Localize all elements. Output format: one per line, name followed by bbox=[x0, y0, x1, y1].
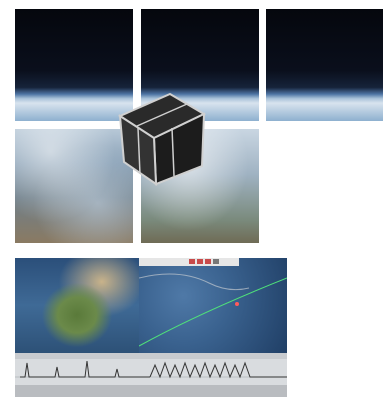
earth-clouds-panel-4 bbox=[15, 129, 133, 243]
satellite-position-marker bbox=[235, 302, 239, 306]
mission-control-screenshot bbox=[15, 258, 287, 397]
telemetry-graph-panel bbox=[15, 353, 287, 397]
toolbar-button[interactable] bbox=[205, 259, 211, 264]
orbit-globe-panel bbox=[138, 258, 287, 353]
earth-horizon-panel-1 bbox=[15, 9, 133, 121]
toolbar-button[interactable] bbox=[213, 259, 219, 264]
earth-horizon-panel-3 bbox=[266, 9, 383, 121]
toolbar bbox=[139, 258, 239, 266]
orbit-track bbox=[138, 273, 287, 347]
cubesat-icon bbox=[117, 92, 207, 186]
toolbar-button[interactable] bbox=[189, 259, 195, 264]
world-map-panel bbox=[15, 258, 139, 353]
toolbar-button[interactable] bbox=[197, 259, 203, 264]
